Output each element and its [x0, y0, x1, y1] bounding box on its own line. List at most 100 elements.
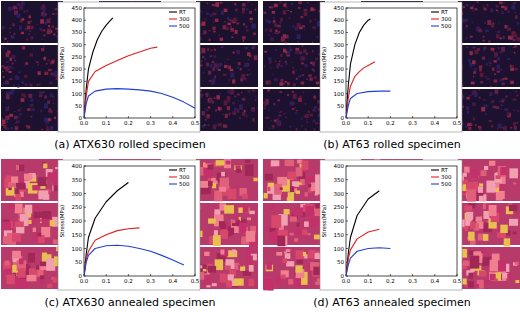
grain [214, 49, 216, 51]
grain [4, 269, 11, 275]
grain [290, 186, 294, 192]
grain [234, 76, 235, 78]
grain [239, 104, 243, 109]
grain [503, 36, 505, 39]
grain [44, 57, 46, 60]
grain [229, 19, 232, 21]
micrograph [458, 1, 520, 43]
grain [287, 172, 296, 180]
grain [234, 3, 236, 6]
legend-label: 300 [179, 16, 190, 22]
grain [252, 4, 253, 6]
grain [304, 64, 307, 68]
grain [500, 69, 503, 71]
y-tick-label: 50 [75, 259, 82, 265]
y-tick [346, 32, 348, 33]
grain [274, 184, 282, 195]
grain [237, 22, 240, 24]
grain [314, 128, 316, 130]
grain [514, 68, 518, 70]
grain [16, 120, 20, 123]
grain [230, 72, 234, 77]
grain [284, 113, 286, 114]
grain [215, 19, 219, 22]
grain [513, 38, 516, 41]
grain [6, 61, 9, 63]
grain [277, 236, 285, 247]
grain [229, 79, 230, 80]
grain [492, 68, 495, 71]
grain [53, 72, 56, 76]
y-tick [84, 248, 86, 249]
grain [313, 96, 316, 99]
y-tick-label: 350 [334, 29, 345, 35]
grain [30, 53, 33, 56]
grain [515, 90, 516, 92]
grain [33, 228, 36, 232]
x-tick-label: 0.4 [168, 278, 177, 284]
grain [46, 19, 50, 24]
grain [274, 78, 278, 81]
grain [292, 102, 295, 105]
y-tick [84, 221, 86, 222]
grain [245, 47, 248, 49]
micrograph [458, 159, 520, 201]
grain [472, 10, 474, 12]
grain [227, 96, 231, 101]
grain [498, 166, 506, 177]
grain [501, 6, 505, 8]
grain [477, 27, 480, 30]
grain [514, 2, 516, 3]
grain [304, 221, 309, 226]
grain [12, 251, 21, 259]
grain [505, 25, 508, 28]
grain [485, 113, 486, 114]
grain [255, 99, 256, 100]
grain [511, 5, 515, 10]
grain [290, 216, 297, 221]
grain [307, 2, 309, 3]
grain [264, 105, 266, 106]
grain [212, 283, 217, 286]
grain [203, 30, 206, 34]
x-tick-label: 0.3 [146, 120, 155, 126]
legend-label: 300 [179, 174, 190, 180]
grain [229, 113, 230, 115]
grain [308, 74, 311, 76]
panel: 0501001502002503003504000.00.10.20.30.40… [263, 159, 520, 309]
grain [212, 67, 215, 70]
grain [289, 233, 293, 236]
grain [19, 259, 24, 265]
micrograph [196, 89, 258, 131]
grain [214, 230, 218, 235]
grain [504, 6, 507, 10]
grain [242, 112, 245, 116]
grain [209, 80, 212, 82]
x-tick-label: 0.5 [191, 278, 200, 284]
grain [41, 48, 44, 51]
grain [2, 119, 6, 124]
grain [46, 258, 55, 270]
grain [210, 55, 213, 57]
x-tick-label: 0.0 [80, 278, 89, 284]
grain [280, 54, 282, 57]
grain [234, 96, 236, 98]
grain [474, 8, 477, 10]
grain [42, 211, 51, 219]
grain [2, 222, 11, 231]
grain [305, 103, 307, 104]
grain [494, 52, 498, 56]
grain [207, 3, 209, 5]
grain [265, 174, 273, 181]
chart-box [320, 2, 462, 132]
grain [514, 90, 515, 91]
grain [48, 69, 52, 71]
grain [230, 26, 231, 28]
grain [209, 39, 211, 41]
legend-swatch [169, 176, 177, 177]
grain [507, 58, 510, 60]
x-tick [128, 116, 129, 118]
grain [277, 25, 281, 28]
grain [491, 24, 494, 28]
grain [55, 77, 57, 78]
